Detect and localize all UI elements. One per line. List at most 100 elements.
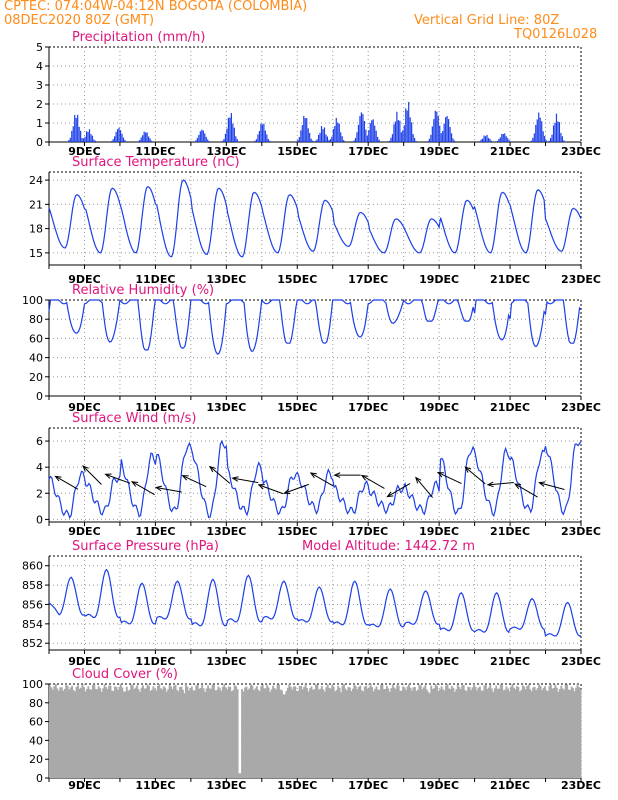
wind-arrow [361,475,385,489]
precip-bar [483,135,485,142]
wind-arrow-head [386,491,394,498]
cloud-bar [382,689,385,778]
precip-bar [328,140,330,142]
cloud-bar [357,686,360,778]
precip-bar [204,133,206,142]
wind-arrow-head [464,466,472,473]
precip-bar [233,127,235,142]
precip-bar [226,128,228,142]
cloud-bar [453,691,456,778]
precip-bar [146,132,148,142]
cloud-bar [93,684,96,778]
wind-arrow [310,472,334,487]
precip-bar [560,132,562,142]
cloud-bar [524,689,527,778]
cloud-bar [174,684,177,778]
precip-bar [357,124,360,142]
cloud-bar [53,686,56,778]
precip-bar [437,116,439,142]
precip-bar [87,131,89,142]
precip-bar [396,111,398,142]
y-tick-label: 2 [36,487,43,500]
precip-bar [539,117,541,142]
precip-bar [261,124,263,142]
precip-bar [343,140,345,142]
cloud-bar [538,684,541,778]
precip-bar [150,140,153,142]
precip-bar [258,130,261,142]
precip-bar [116,129,119,142]
x-tick-label: 23DEC [561,655,601,668]
cloud-bar [459,689,462,778]
precip-bar [74,114,76,142]
cloud-bar [504,689,507,778]
cloud-bar [495,685,498,778]
y-tick-label: 20 [29,371,43,384]
cloud-bar [464,690,467,778]
cloud-bar [576,684,579,778]
cloud-bar [507,688,509,778]
precip-bar [208,141,210,142]
precip-bar [378,139,380,142]
cloud-bar [295,690,298,778]
cloud-bar [530,691,533,778]
x-tick-label: 13DEC [206,401,246,414]
cloud-bar [353,684,356,778]
precip-bar [369,123,371,142]
cloud-bar [285,691,288,778]
cloud-bar [249,684,252,778]
cloud-bar [418,684,421,778]
cloud-bar [415,690,418,778]
precip-bar [391,134,394,142]
cloud-bar [146,684,149,778]
cloud-bar [414,686,416,778]
precip-bar [341,136,343,142]
cloud-bar [207,685,209,778]
cloud-bar [300,685,303,778]
cloud-bar [422,687,425,778]
precip-bar [142,135,144,142]
cloud-bar [170,686,173,778]
precip-bar [507,138,509,142]
precip-bar [530,140,532,142]
precip-bar [399,120,401,142]
wind-arrow [131,481,155,496]
cloud-bar [489,684,492,778]
cloud-bar [374,688,376,778]
precip-bar [554,122,556,142]
temperature-line [48,179,582,258]
cloud-bar [465,691,468,778]
cloud-bar [390,688,393,778]
cloud-bar [97,686,100,778]
y-tick-label: 40 [29,734,43,747]
cloud-bar [142,685,144,778]
precip-bar [139,140,141,142]
y-tick-label: 4 [36,461,43,474]
x-tick-label: 23DEC [561,273,601,286]
precip-bar [427,141,429,142]
x-tick-label: 21DEC [490,779,530,792]
cloud-bar [260,686,263,778]
precip-bar [81,138,83,142]
cloud-bar [402,686,405,778]
cloud-bar [150,689,153,778]
y-tick-label: 3 [36,79,43,92]
precip-bar [505,136,507,142]
x-tick-label: 9DEC [68,525,100,538]
cloud-bar [177,691,180,778]
cloud-bar [214,690,217,778]
cloud-bar [561,688,564,778]
cloud-bar [381,684,384,778]
cloud-bar [481,690,484,778]
cloud-bar [505,686,508,778]
cloud-bar [103,684,106,778]
precip-bar [374,125,376,142]
cloud-bar [278,684,280,778]
precip-bar [72,126,74,142]
y-tick-label: 100 [22,678,43,691]
precip-bar [300,130,302,142]
cloud-bar [252,690,255,778]
cloud-bar [443,690,446,778]
precip-bar [198,134,200,142]
cloud-bar [421,689,424,778]
